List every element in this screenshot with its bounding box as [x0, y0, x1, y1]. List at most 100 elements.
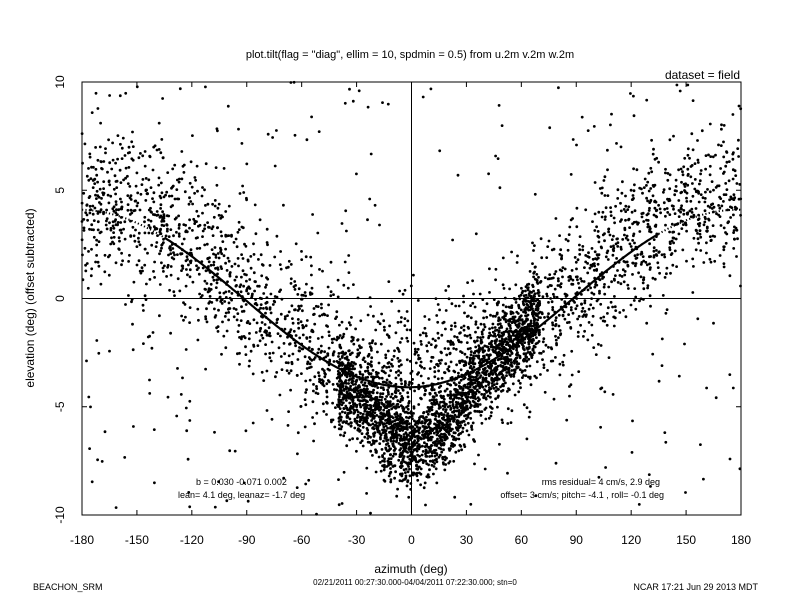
data-point [438, 308, 441, 312]
data-point [177, 180, 181, 184]
data-point [384, 443, 388, 446]
data-point [725, 232, 729, 236]
data-point [387, 402, 391, 406]
data-point [613, 221, 616, 225]
data-point [252, 253, 256, 256]
data-point [326, 285, 330, 289]
data-point [384, 446, 388, 450]
data-point [702, 261, 706, 264]
data-point [337, 336, 341, 340]
data-point [390, 407, 394, 411]
data-point [421, 430, 424, 434]
data-point [515, 337, 518, 341]
data-point [386, 390, 390, 394]
data-point [528, 375, 532, 379]
data-point [252, 345, 256, 348]
data-point [102, 160, 106, 163]
data-point [709, 155, 713, 159]
data-point [366, 218, 369, 222]
data-point [430, 401, 434, 405]
data-point [525, 437, 529, 441]
data-point [479, 322, 483, 326]
data-point [213, 204, 217, 208]
data-point [204, 204, 207, 207]
data-point [261, 336, 265, 340]
data-point [496, 344, 499, 347]
data-point [425, 415, 428, 419]
data-point [116, 213, 119, 217]
data-point [705, 230, 709, 233]
data-point [583, 329, 586, 333]
data-point [477, 410, 481, 413]
data-point [634, 295, 638, 299]
data-point [689, 175, 693, 179]
data-point [696, 237, 700, 241]
data-point [356, 395, 359, 399]
data-point [685, 196, 688, 200]
data-point [473, 305, 477, 309]
data-point [427, 418, 430, 422]
data-point [561, 266, 565, 269]
data-point [182, 237, 186, 241]
data-point [736, 237, 739, 241]
data-point [512, 338, 516, 341]
data-point [370, 390, 374, 394]
data-point [382, 439, 385, 443]
data-point [188, 306, 192, 309]
data-point [161, 210, 165, 214]
data-point [219, 300, 223, 303]
data-point [107, 138, 110, 142]
data-point [387, 408, 391, 412]
data-point [111, 141, 114, 145]
data-point [439, 400, 442, 404]
data-point [473, 386, 477, 390]
data-point [83, 246, 87, 250]
data-point [430, 405, 434, 409]
data-point [652, 238, 656, 242]
data-point [418, 333, 422, 337]
data-point [714, 153, 717, 157]
data-point [592, 268, 596, 272]
data-point [109, 226, 113, 230]
data-point [567, 233, 571, 237]
data-point [382, 404, 386, 408]
data-point [473, 462, 476, 466]
data-point [554, 323, 558, 326]
data-point [170, 194, 174, 198]
data-point [276, 332, 280, 335]
data-point [574, 260, 578, 264]
data-point [404, 467, 408, 471]
data-point [132, 234, 136, 238]
data-point [358, 344, 361, 348]
data-point [541, 327, 545, 331]
data-point [603, 194, 607, 197]
data-point [269, 359, 273, 363]
data-point [104, 147, 107, 151]
data-point [339, 383, 342, 386]
data-point [462, 384, 466, 388]
data-point [455, 335, 459, 339]
data-point [517, 379, 521, 383]
data-point [374, 406, 377, 410]
data-point [98, 231, 102, 235]
data-point [337, 352, 341, 355]
data-point [345, 399, 348, 402]
data-point [269, 292, 273, 296]
data-point [494, 278, 497, 282]
data-point [279, 288, 282, 292]
data-point [236, 352, 239, 356]
data-point [203, 188, 206, 192]
data-point [301, 347, 305, 351]
data-point [287, 354, 291, 358]
data-point [214, 267, 217, 270]
data-point [310, 347, 314, 351]
data-point [388, 400, 392, 403]
data-point [310, 358, 314, 362]
data-point [216, 330, 220, 333]
data-point [315, 411, 319, 415]
data-point [580, 293, 583, 296]
data-point [169, 265, 173, 268]
data-point [397, 389, 400, 392]
data-point [275, 321, 279, 324]
